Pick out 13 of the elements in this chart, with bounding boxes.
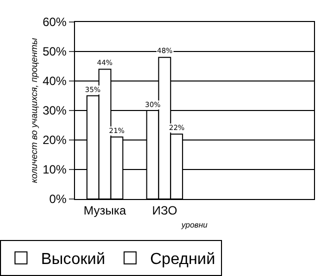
legend-label: Высокий bbox=[41, 251, 106, 268]
legend-label: Средний bbox=[150, 251, 216, 268]
y-tick-label: 20% bbox=[42, 133, 67, 148]
y-tick-label: 10% bbox=[42, 162, 67, 177]
y-tick-label: 30% bbox=[42, 104, 67, 118]
y-tick-label: 0% bbox=[49, 192, 67, 206]
y-axis-title: количест во учащихся, проценты bbox=[28, 38, 39, 183]
x-tick-label: Музыка bbox=[84, 203, 126, 218]
y-tick-label: 50% bbox=[42, 44, 67, 59]
x-tick-label: ИЗО bbox=[152, 203, 178, 218]
x-axis-title: уровни bbox=[180, 220, 208, 230]
y-tick-label: 40% bbox=[42, 74, 67, 88]
y-tick-label: 60% bbox=[42, 15, 67, 30]
